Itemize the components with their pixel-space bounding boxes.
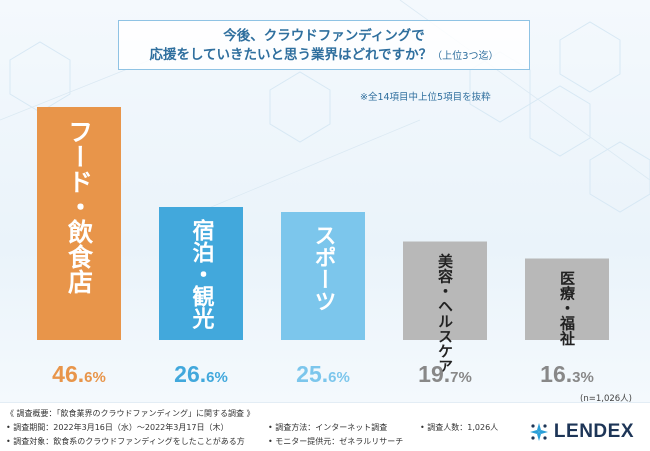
value-label-5: 16.3%: [540, 361, 594, 387]
bar-1: [37, 107, 121, 340]
bar-4: [403, 241, 487, 340]
question-suffix: （上位3つ迄）: [432, 51, 499, 62]
question-box: 今後、クラウドファンディングで 応援をしていきたいと思う業界はどれですか？（上位…: [118, 20, 530, 70]
bar-2: [159, 207, 243, 340]
sample-size: (n=1,026人): [580, 394, 632, 404]
bar-label-4: 美容・ヘルスケア: [436, 253, 454, 374]
footer-overview: 《 調査概要：「飲食業界のクラウドファンディング」に関する調査 》: [6, 409, 255, 418]
question-line1: 今後、クラウドファンディングで: [223, 28, 425, 44]
footer-period: • 調査期間：2022年3月16日（水）〜2022年3月17日（木）: [6, 423, 229, 432]
bar-5: [525, 258, 609, 340]
question-line2: 応援をしていきたいと思う業界はどれですか？（上位3つ迄）: [119, 45, 529, 67]
bar-3: [281, 212, 365, 340]
bar-label-5: 医療・福祉: [558, 271, 576, 346]
bar-label-2: 宿泊・観光: [189, 218, 216, 330]
value-label-3: 25.6%: [296, 361, 350, 387]
bar-label-1: フード・飲食店: [65, 119, 95, 295]
footer-method: • 調査方法：インターネット調査: [268, 423, 388, 432]
value-label-1: 46.6%: [52, 361, 106, 387]
note-text: ※全14項目中上位5項目を抜粋: [360, 92, 491, 103]
value-label-2: 26.6%: [174, 361, 228, 387]
lendex-star-icon: [529, 423, 548, 441]
footer-count: • 調査人数：1,026人: [420, 423, 499, 432]
lendex-logo: LENDEX: [529, 421, 634, 443]
value-label-4: 19.7%: [418, 361, 472, 387]
footer: 《 調査概要：「飲食業界のクラウドファンディング」に関する調査 》 • 調査期間…: [0, 402, 650, 451]
logo-text: LENDEX: [553, 421, 634, 442]
footer-provider: • モニター提供元：ゼネラルリサーチ: [268, 437, 404, 446]
question-line2-text: 応援をしていきたいと思う業界はどれですか？: [149, 47, 433, 63]
bar-chart: フード・飲食店46.6%宿泊・観光26.6%スポーツ25.6%美容・ヘルスケア1…: [37, 107, 609, 387]
footer-target: • 調査対象：飲食系のクラウドファンディングをしたことがある方: [6, 437, 245, 446]
bar-label-3: スポーツ: [311, 224, 336, 312]
